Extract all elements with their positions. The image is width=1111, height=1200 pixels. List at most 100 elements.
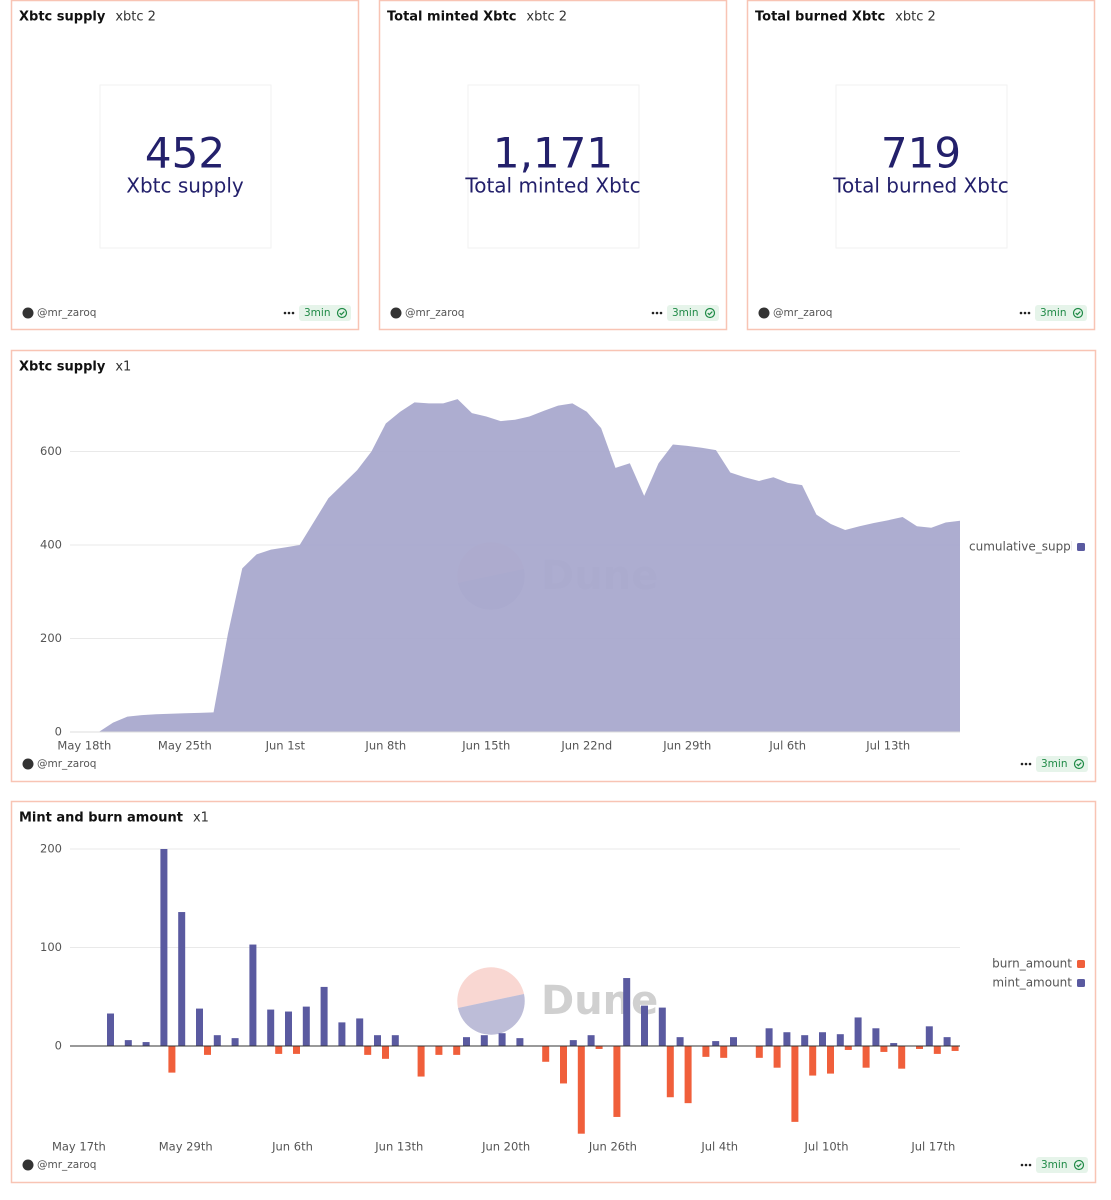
bar xyxy=(293,1046,300,1054)
age-badge xyxy=(1035,305,1087,321)
counter-label: Total burned Xbtc xyxy=(832,174,1009,198)
bar xyxy=(623,978,631,1047)
menu-dot xyxy=(651,311,655,315)
bar xyxy=(391,1035,399,1047)
x-tick-label: Jul 17th xyxy=(910,1140,955,1154)
bar xyxy=(773,1046,781,1068)
avatar xyxy=(390,307,402,319)
image-placeholder xyxy=(467,84,640,249)
bar xyxy=(862,1046,870,1068)
age: 3min xyxy=(304,307,330,319)
x-tick-label: May 18th xyxy=(57,739,111,753)
bar xyxy=(658,1007,666,1047)
age-badge xyxy=(1036,756,1088,772)
legend-label: mint_amount xyxy=(992,976,1072,990)
author[interactable]: @mr_zaroq xyxy=(405,307,464,319)
bar xyxy=(338,1022,346,1047)
check-icon xyxy=(336,307,348,319)
x-tick-label: Jun 26th xyxy=(588,1140,637,1154)
bar xyxy=(836,1034,844,1047)
bar xyxy=(755,1046,763,1058)
avatar xyxy=(22,758,34,770)
counter-label: Total minted Xbtc xyxy=(464,174,640,198)
card-title: Mint and burn amount xyxy=(19,811,183,826)
check-icon xyxy=(1073,1159,1085,1171)
bar xyxy=(231,1038,239,1047)
x-tick-label: Jun 8th xyxy=(364,739,406,753)
check-mark xyxy=(1075,311,1081,316)
counter-label: Xbtc supply xyxy=(126,174,244,198)
bar xyxy=(666,1046,674,1098)
bar xyxy=(925,1026,933,1047)
author[interactable]: @mr_zaroq xyxy=(37,307,96,319)
bar xyxy=(595,1046,603,1049)
bar xyxy=(178,912,186,1047)
card-title: Total minted Xbtc xyxy=(387,10,516,25)
legend-label: cumulative_supply xyxy=(969,540,1081,554)
bar xyxy=(417,1046,425,1077)
bar xyxy=(124,1040,132,1047)
counter-value: 452 xyxy=(145,129,225,178)
menu-dot xyxy=(1024,762,1028,766)
watermark-bottom xyxy=(458,994,525,1035)
bar xyxy=(880,1046,888,1052)
menu-dot xyxy=(1023,311,1027,315)
x-tick-label: Jun 1st xyxy=(265,739,306,753)
bar xyxy=(872,1028,880,1047)
query-name: xbtc 2 xyxy=(895,10,936,25)
y-tick-label: 600 xyxy=(40,444,62,458)
bar xyxy=(267,1009,275,1047)
x-tick-label: Jul 10th xyxy=(804,1140,849,1154)
avatar xyxy=(22,307,34,319)
bar xyxy=(844,1046,852,1050)
bar xyxy=(951,1046,959,1051)
menu-dot xyxy=(1028,762,1032,766)
bar xyxy=(684,1046,692,1104)
check-mark xyxy=(339,311,345,316)
legend-swatch xyxy=(1077,979,1085,987)
y-tick-label: 400 xyxy=(40,538,62,552)
x-tick-label: May 29th xyxy=(159,1140,213,1154)
menu-dot xyxy=(1024,1163,1028,1167)
age: 3min xyxy=(1040,307,1066,319)
author[interactable]: @mr_zaroq xyxy=(37,1159,96,1171)
menu-dot xyxy=(1027,311,1031,315)
bar xyxy=(613,1046,621,1117)
bar xyxy=(933,1046,941,1054)
query-name: xbtc 2 xyxy=(115,10,156,25)
menu-dot xyxy=(287,311,291,315)
bar xyxy=(854,1017,862,1047)
age-badge xyxy=(1036,1157,1088,1173)
legend: cumulative_supply xyxy=(969,540,1081,554)
image-placeholder xyxy=(99,84,272,249)
bar xyxy=(160,849,168,1047)
bar xyxy=(827,1046,834,1074)
bar xyxy=(819,1032,826,1047)
age-badge xyxy=(667,305,719,321)
counter-value: 719 xyxy=(881,129,961,178)
bar xyxy=(498,1033,506,1047)
x-tick-label: Jun 29th xyxy=(662,739,711,753)
menu-dot xyxy=(659,311,663,315)
counter-value: 1,171 xyxy=(493,129,613,178)
bar xyxy=(453,1046,461,1055)
bar xyxy=(641,1005,648,1047)
age-badge xyxy=(299,305,351,321)
bar xyxy=(142,1042,150,1047)
bar xyxy=(801,1035,809,1047)
card xyxy=(10,0,360,331)
author[interactable]: @mr_zaroq xyxy=(773,307,832,319)
bar xyxy=(435,1046,443,1055)
y-tick-label: 200 xyxy=(40,842,62,856)
card-title: Total burned Xbtc xyxy=(755,10,885,25)
x-tick-label: Jun 15th xyxy=(461,739,510,753)
legend-swatch xyxy=(1077,960,1085,968)
author[interactable]: @mr_zaroq xyxy=(37,758,96,770)
bar xyxy=(168,1046,176,1073)
age: 3min xyxy=(1041,1159,1067,1171)
avatar xyxy=(22,1159,34,1171)
x-tick-label: May 17th xyxy=(52,1140,106,1154)
bar xyxy=(107,1013,114,1047)
bar xyxy=(783,1032,791,1047)
bar xyxy=(791,1046,799,1122)
